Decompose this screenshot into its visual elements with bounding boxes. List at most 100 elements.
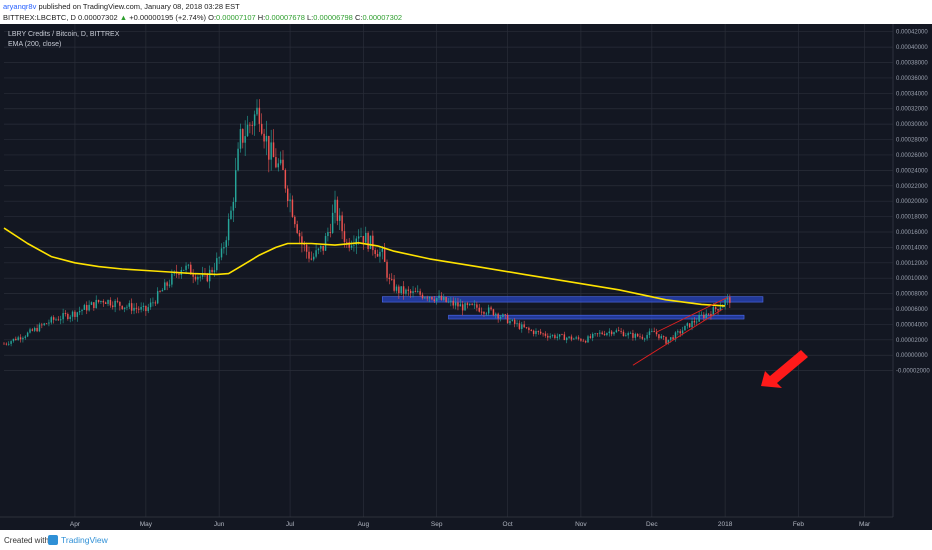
candle-body [724,299,726,306]
candle-body [372,235,374,251]
y-tick-label: 0.00032000 [896,107,928,113]
candle-body [284,169,287,189]
candle-body [454,302,457,306]
y-tick-label: 0.00036000 [896,76,928,82]
legend-title: LBRY Credits / Bitcoin, D, BITTREX [8,31,120,38]
author-link[interactable]: aryanqr8v [3,2,37,11]
candle-body [717,309,719,311]
candle-body [376,253,379,257]
candle-body [443,297,445,300]
last-price: 0.00007302 [78,12,118,22]
candle-body [109,299,112,306]
y-tick-label: -0.00002000 [896,369,930,375]
candle-body [336,199,339,221]
open-value: 0.00007107 [216,12,256,22]
candle-body [112,305,114,308]
candle-body [159,291,161,292]
candle-body [52,317,55,320]
price-chart[interactable]: 0.00042000 0.00040000 0.00038000 0.00036000… [0,24,932,530]
candle-body [521,324,523,329]
candle-body [660,336,663,339]
candle-body [554,335,556,339]
candle-body [7,343,10,345]
candle-body [667,339,670,344]
candle-body [331,212,334,233]
y-tick-label: 0.00030000 [896,122,928,128]
candle-body [379,251,381,257]
candle-body [710,313,712,316]
close-label: C: [354,12,363,22]
candle-body [688,323,691,328]
candle-body [350,245,353,248]
candle-body [513,319,516,324]
y-tick-label: 0.00008000 [896,292,928,298]
candle-body [38,324,41,332]
candle-body [495,313,497,316]
candle-body [93,302,95,308]
candle-body [67,313,69,319]
candle-body [126,306,128,308]
y-tick-label: 0.00034000 [896,91,928,97]
y-tick-label: 0.00024000 [896,168,928,174]
candle-body [440,295,443,300]
candle-body [587,336,589,343]
candle-body [24,336,27,338]
candle-body [405,289,407,294]
candle-body [76,312,79,317]
candle-body [22,337,24,340]
candle-body [353,244,355,246]
x-tick-label: Aug [358,521,370,528]
candle-body [438,295,440,298]
candle-body [473,304,476,306]
y-tick-label: 0.00000000 [896,353,928,359]
candle-body [428,296,431,299]
x-tick-label: Oct [503,521,513,528]
tradingview-brand[interactable]: TradingView [48,533,108,547]
legend-indicator[interactable]: EMA (200, close) [8,41,62,48]
candle-body [714,307,717,310]
chart-header: aryanqr8v published on TradingView.com, … [0,0,932,24]
candle-body [684,325,686,331]
low-value: 0.00006798 [313,12,353,22]
candle-body [147,307,149,312]
candle-body [256,107,258,115]
price-axis-background [893,24,932,530]
candle-body [15,338,17,341]
candle-body [268,135,270,160]
trendline-upper [656,297,728,333]
candle-body [516,323,518,325]
candle-body [414,291,417,293]
candle-body [145,305,147,312]
candle-body [216,258,218,271]
candle-body [206,274,209,282]
candle-body [480,311,483,313]
candle-body [558,334,561,337]
candle-body [435,297,438,302]
candle-body [142,305,145,307]
candle-body [421,294,424,299]
candle-body [324,236,327,251]
candle-body [102,300,105,303]
candle-body [232,201,235,211]
candle-body [128,303,131,307]
y-tick-label: 0.00028000 [896,138,928,144]
high-value: 0.00007678 [265,12,305,22]
candle-body [502,314,504,317]
candle-body [511,319,514,321]
candle-body [360,236,362,237]
candle-body [459,304,462,307]
candle-body [523,324,525,328]
candle-body [601,332,603,335]
candle-body [466,303,469,305]
candle-body [343,231,346,243]
candle-body [367,232,369,249]
candle-body [639,336,641,338]
candle-body [395,286,398,291]
candle-body [329,232,332,233]
candle-body [615,330,618,333]
candle-body [3,343,5,345]
candle-body [509,320,511,324]
created-with-label: Created with [4,536,49,545]
chart-area[interactable]: 0.00042000 0.00040000 0.00038000 0.00036000… [0,24,932,530]
candle-body [197,277,199,280]
